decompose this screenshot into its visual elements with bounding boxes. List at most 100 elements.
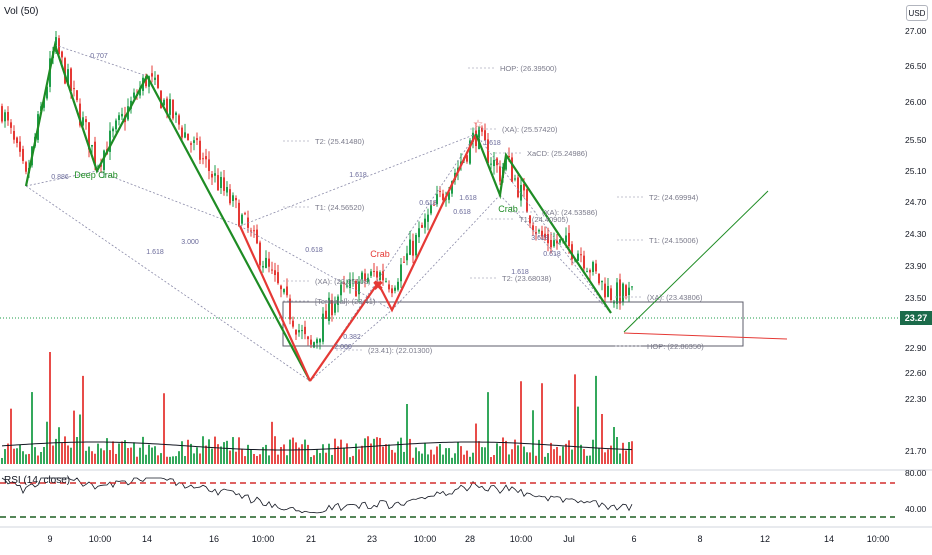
candle-body xyxy=(241,214,243,224)
volume-bar xyxy=(469,456,471,464)
level-label: T2: (23.68038) xyxy=(502,274,552,283)
candle-body xyxy=(145,76,147,87)
candle-body xyxy=(376,271,378,278)
candle-body xyxy=(91,145,93,147)
volume-bar xyxy=(166,456,168,464)
candle-body xyxy=(616,282,618,304)
x-tick-label: 6 xyxy=(631,534,636,544)
candle-body xyxy=(385,281,387,283)
candle-body xyxy=(199,140,201,160)
candle-body xyxy=(601,280,603,283)
rsi-indicator-label[interactable]: RSI (14, close) xyxy=(4,475,71,486)
volume-bar xyxy=(445,448,447,464)
candle-body xyxy=(352,278,354,280)
ratio-label: 1.618 xyxy=(349,172,367,179)
volume-bar xyxy=(292,437,294,464)
candle-body xyxy=(382,271,384,281)
x-tick-label: 23 xyxy=(367,534,377,544)
candle-body xyxy=(214,173,216,176)
volume-bar xyxy=(58,427,60,464)
volume-bar xyxy=(532,410,534,464)
y-tick-label: 26.00 xyxy=(905,97,927,107)
volume-bar xyxy=(364,438,366,464)
candle-body xyxy=(283,289,285,293)
candle-body xyxy=(496,158,498,166)
volume-bar xyxy=(472,452,474,464)
candle-body xyxy=(82,117,84,126)
volume-bar xyxy=(484,447,486,464)
volume-bar xyxy=(313,455,315,464)
candle-body xyxy=(7,111,9,121)
volume-bar xyxy=(328,443,330,464)
volume-bar xyxy=(112,441,114,464)
volume-bar xyxy=(10,408,12,464)
candle-body xyxy=(595,263,597,272)
volume-bar xyxy=(436,446,438,464)
candle-body xyxy=(13,131,15,140)
pattern-label: Crab xyxy=(498,204,518,214)
volume-bar xyxy=(415,447,417,464)
candle-body xyxy=(355,280,357,297)
volume-bar xyxy=(322,444,324,464)
volume-bar xyxy=(616,437,618,464)
candle-body xyxy=(313,342,315,348)
y-tick-label: 24.30 xyxy=(905,229,927,239)
projection-up-line xyxy=(623,190,769,333)
candle-body xyxy=(493,159,495,167)
volume-ma-line xyxy=(1,441,633,451)
volume-bar xyxy=(481,447,483,464)
harmonic-connector-line xyxy=(499,194,612,314)
candle-body xyxy=(304,326,306,335)
volume-bar xyxy=(418,451,420,464)
candle-body xyxy=(346,285,348,287)
candle-body xyxy=(619,279,621,304)
volume-bar xyxy=(124,440,126,464)
volume-bar xyxy=(562,446,564,464)
y-tick-label: 24.70 xyxy=(905,197,927,207)
volume-bar xyxy=(403,451,405,464)
candle-body xyxy=(550,239,552,248)
candle-body xyxy=(394,287,396,291)
candle-body xyxy=(10,122,12,128)
candle-body xyxy=(418,228,420,238)
candle-body xyxy=(193,140,195,143)
rsi-tick-label: 40.00 xyxy=(905,504,927,514)
candle-body xyxy=(169,99,171,115)
currency-button[interactable]: USD xyxy=(906,5,928,21)
candle-body xyxy=(274,270,276,276)
y-tick-label: 26.50 xyxy=(905,61,927,71)
volume-indicator-label[interactable]: Vol (50) xyxy=(4,6,39,17)
volume-bar xyxy=(160,453,162,464)
volume-bar xyxy=(496,443,498,464)
x-tick-label: 10:00 xyxy=(252,534,275,544)
candle-body xyxy=(571,244,573,260)
volume-bar xyxy=(514,439,516,464)
volume-bar xyxy=(256,455,258,464)
candle-body xyxy=(610,288,612,301)
candle-body xyxy=(469,140,471,164)
candle-body xyxy=(499,166,501,182)
candle-body xyxy=(55,37,57,52)
candle-body xyxy=(388,284,390,290)
candle-body xyxy=(226,186,228,193)
volume-bar xyxy=(544,456,546,464)
candle-body xyxy=(580,254,582,256)
volume-bar xyxy=(103,450,105,464)
candle-body xyxy=(559,239,561,243)
y-tick-label: 21.70 xyxy=(905,446,927,456)
volume-bar xyxy=(604,452,606,464)
volume-bar xyxy=(217,444,219,464)
volume-bar xyxy=(619,453,621,464)
volume-bar xyxy=(259,454,261,464)
candle-body xyxy=(331,300,333,316)
volume-bar xyxy=(367,436,369,464)
volume-bar xyxy=(214,436,216,464)
volume-bar xyxy=(628,442,630,464)
volume-bar xyxy=(1,457,3,464)
volume-bar xyxy=(61,443,63,464)
volume-bar xyxy=(28,453,30,464)
volume-bar xyxy=(31,392,33,464)
volume-bar xyxy=(316,449,318,464)
volume-bar xyxy=(310,456,312,464)
